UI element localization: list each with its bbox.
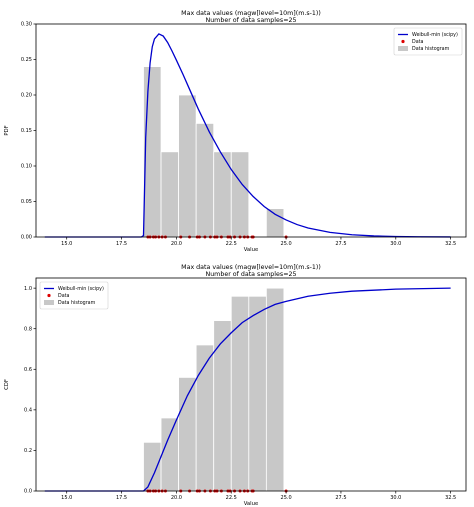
weibull-curve (44, 33, 451, 238)
x-tick-label: 30.0 (390, 495, 401, 501)
x-tick-label: 17.5 (116, 241, 127, 247)
y-tick-label: 0.10 (21, 164, 32, 170)
x-tick-label: 15.0 (61, 241, 72, 247)
histogram-bar (195, 123, 215, 238)
x-tick-label: 22.5 (226, 241, 237, 247)
legend-bar-swatch (44, 300, 54, 305)
histogram-bar (265, 287, 285, 492)
y-tick-label: 0.15 (21, 128, 32, 134)
histogram-bar (213, 320, 232, 492)
y-tick-label: 0.0 (24, 489, 32, 495)
legend-box (393, 27, 463, 56)
legend-point-swatch (401, 39, 405, 44)
cdf-chart: Max data values (magw[level=10m](m.s-1))… (4, 264, 467, 507)
legend-box (39, 281, 109, 310)
histogram-bar (143, 66, 162, 238)
legend-label: Weibull-min (scipy) (412, 32, 458, 38)
x-axis-label: Value (244, 247, 259, 253)
histogram-bar (230, 151, 250, 238)
histogram-bar (160, 151, 180, 238)
histogram-bar (160, 417, 180, 492)
x-tick-label: 17.5 (116, 495, 127, 501)
plot-frame (35, 277, 467, 492)
chart-title: Max data values (magw[level=10m](m.s-1)) (181, 264, 321, 271)
y-tick-label: 0.2 (24, 448, 32, 454)
x-tick-label: 15.0 (61, 495, 72, 501)
x-tick-label: 32.5 (445, 241, 456, 247)
legend-bar-swatch (398, 46, 408, 51)
y-axis-label: CDF (4, 379, 10, 390)
x-axis-label: Value (244, 501, 259, 507)
histogram-bar (248, 295, 267, 492)
histogram-bar (195, 344, 215, 492)
x-tick-label: 20.0 (171, 241, 182, 247)
histogram-bar (265, 208, 285, 238)
pdf-chart: Max data values (magw[level=10m](m.s-1))… (4, 10, 467, 253)
legend-label: Data histogram (58, 300, 96, 306)
weibull-curve (44, 287, 451, 492)
y-tick-label: 0.00 (21, 235, 32, 241)
legend-label: Data histogram (412, 46, 450, 52)
legend-point-swatch (47, 293, 51, 298)
y-tick-label: 0.20 (21, 93, 32, 99)
x-tick-label: 25.0 (281, 241, 292, 247)
y-tick-label: 0.6 (24, 367, 32, 373)
chart-subtitle: Number of data samples=25 (205, 271, 296, 278)
legend-label: Data (412, 39, 424, 45)
x-tick-label: 20.0 (171, 495, 182, 501)
y-tick-label: 0.4 (24, 408, 32, 414)
y-tick-label: 0.30 (21, 22, 32, 28)
y-tick-label: 1.0 (24, 286, 32, 292)
legend-label: Weibull-min (scipy) (58, 286, 104, 292)
x-tick-label: 32.5 (445, 495, 456, 501)
x-tick-label: 22.5 (226, 495, 237, 501)
legend-label: Data (58, 293, 70, 299)
y-axis-label: PDF (4, 125, 10, 135)
x-tick-label: 25.0 (281, 495, 292, 501)
x-tick-label: 27.5 (335, 495, 346, 501)
x-tick-label: 27.5 (335, 241, 346, 247)
y-tick-label: 0.8 (24, 326, 32, 332)
histogram-bar (178, 94, 197, 238)
x-tick-label: 30.0 (390, 241, 401, 247)
histogram-bar (143, 441, 162, 492)
chart-title: Max data values (magw[level=10m](m.s-1)) (181, 10, 321, 17)
chart-subtitle: Number of data samples=25 (205, 17, 296, 24)
y-tick-label: 0.05 (21, 199, 32, 205)
y-tick-label: 0.25 (21, 57, 32, 63)
